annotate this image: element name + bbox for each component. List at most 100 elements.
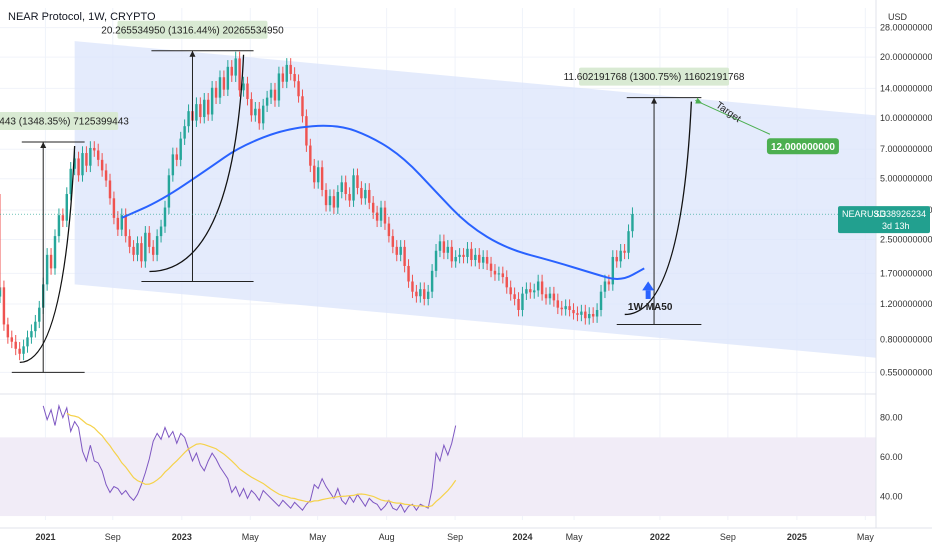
annotations: 7.125399443 (1348.35%) 7125399443 20.2655…: [0, 20, 876, 373]
candle-body: [81, 153, 84, 176]
candle-body: [120, 215, 123, 230]
candle-body: [470, 248, 473, 261]
candle-body: [548, 293, 552, 299]
candle-body: [344, 182, 347, 195]
measure-label-box: [117, 20, 268, 39]
candle-body: [481, 256, 485, 263]
candle-body: [234, 58, 237, 76]
candle-body: [356, 175, 359, 188]
candle-body: [45, 254, 49, 285]
candle-body: [10, 337, 14, 342]
rsi-tick-label: 40.00: [880, 491, 903, 501]
candle-body: [277, 73, 281, 101]
candle-body: [403, 246, 406, 266]
candle-body: [560, 307, 563, 310]
candle-body: [411, 281, 414, 292]
candle-body: [493, 270, 497, 275]
y-tick-label: 5.000000000: [880, 174, 932, 184]
candle-body: [540, 281, 544, 295]
candle-body: [430, 270, 434, 292]
x-tick-label: 2023: [172, 532, 192, 542]
rsi-tick-label: 60.00: [880, 452, 903, 462]
candle-body: [324, 189, 328, 206]
candle-body: [466, 248, 469, 257]
candle-body: [387, 223, 391, 237]
candle-body: [442, 241, 446, 253]
target-arrow: [695, 100, 771, 135]
candle-body: [57, 215, 61, 237]
ma-label: 1W MA50: [628, 302, 673, 313]
candle-body: [305, 116, 308, 146]
candle-body: [623, 250, 626, 253]
candle-body: [631, 214, 634, 232]
rsi-band: [0, 437, 876, 517]
candle-body: [603, 281, 607, 292]
candle-body: [419, 289, 422, 297]
x-tick-label: May: [857, 532, 875, 542]
candle-body: [124, 215, 127, 237]
candle-body: [65, 194, 68, 221]
target-arrowhead: [695, 97, 703, 104]
candle-body: [238, 58, 241, 91]
candle-body: [450, 246, 453, 262]
parabolic-arc: [624, 101, 693, 316]
candle-body: [203, 99, 206, 118]
candle-body: [588, 314, 591, 319]
candle-body: [285, 64, 288, 82]
candle-body: [281, 73, 285, 82]
candle-body: [599, 291, 603, 310]
candle-body: [148, 232, 151, 247]
candle-body: [446, 246, 450, 253]
descending-channel: [74, 41, 876, 358]
candle-body: [423, 289, 426, 299]
candle-body: [242, 83, 245, 91]
measure-label-box: [0, 111, 119, 130]
candle-body: [159, 226, 163, 237]
candle-body: [474, 254, 477, 261]
candle-body: [595, 309, 599, 317]
x-tick-label: Sep: [105, 532, 121, 542]
candle-body: [501, 273, 505, 278]
candle-body: [489, 263, 493, 271]
ma-arrow-head: [642, 281, 655, 291]
candle-body: [218, 77, 222, 98]
x-tick-label: Sep: [720, 532, 736, 542]
candle-body: [627, 231, 630, 253]
y-tick-label: 0.550000000: [880, 367, 932, 377]
candle-body: [96, 150, 100, 160]
measure-arrowhead: [189, 50, 196, 57]
candle-body: [564, 306, 567, 310]
ma50-series: [121, 124, 645, 280]
candle-body: [30, 331, 33, 338]
candle-body: [509, 287, 512, 295]
x-tick-label: May: [242, 532, 260, 542]
candle-body: [289, 64, 292, 74]
candle-body: [407, 265, 410, 282]
candle-body: [340, 182, 343, 192]
candle-body: [584, 311, 587, 319]
measure-label-box: [579, 67, 730, 86]
y-tick-label: 14.000000000: [880, 83, 932, 93]
candle-body: [151, 246, 155, 255]
candle-body: [0, 287, 2, 297]
candle-body: [61, 215, 65, 221]
candle-body: [230, 66, 233, 76]
candle-body: [171, 154, 175, 176]
candle-body: [183, 126, 186, 139]
candle-body: [415, 291, 418, 297]
candle-body: [552, 293, 556, 301]
candle-body: [250, 99, 253, 116]
candle-body: [144, 232, 147, 262]
candle-body: [199, 104, 202, 118]
candle-body: [391, 236, 395, 247]
candle-body: [93, 147, 96, 151]
currency-label: USD: [888, 12, 908, 22]
y-tick-label: 1.200000000: [880, 299, 932, 309]
y-tick-label: 2.500000000: [880, 235, 932, 245]
candle-body: [14, 341, 17, 349]
candle-body: [73, 158, 76, 169]
candle-body: [521, 293, 524, 310]
candle-body: [6, 324, 10, 338]
measure-arrowhead: [40, 141, 47, 148]
candle-body: [454, 256, 457, 262]
